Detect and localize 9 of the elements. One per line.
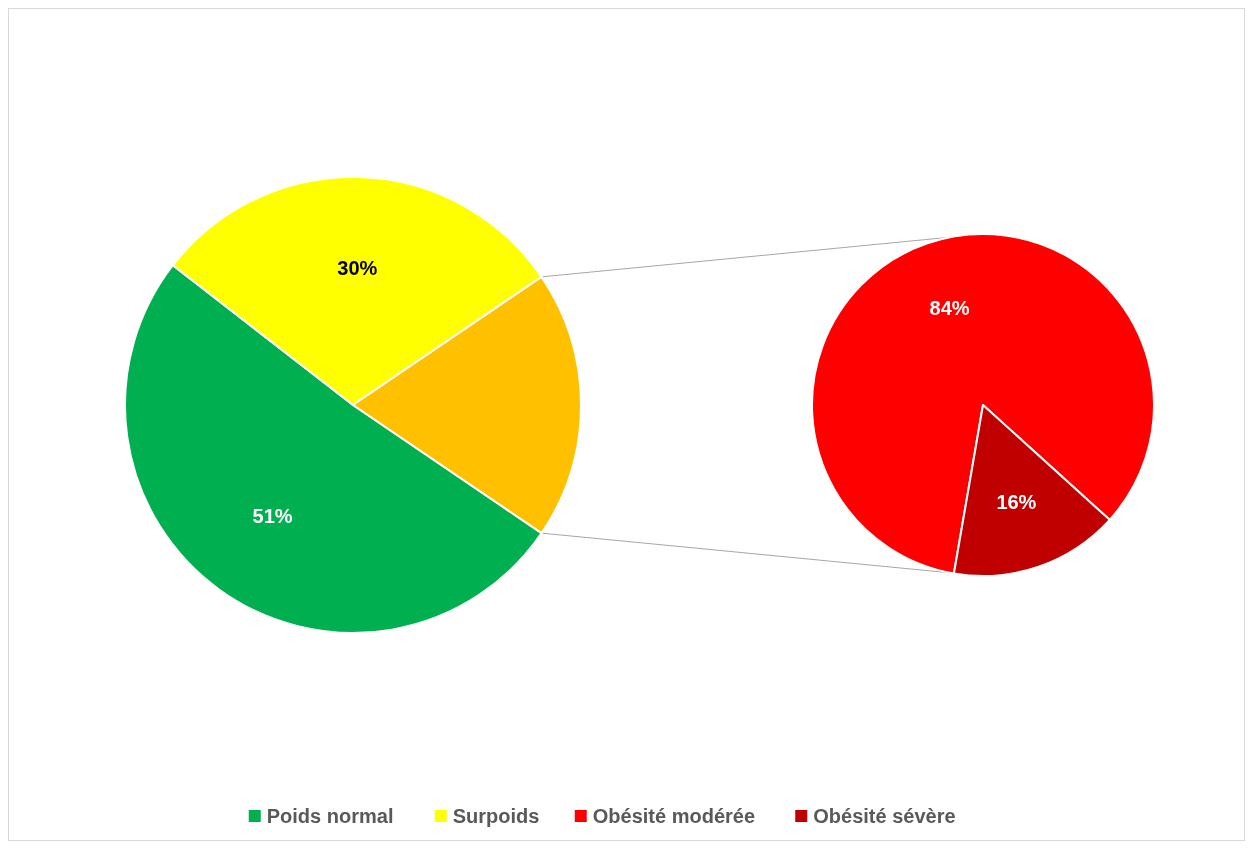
data-label: 30% xyxy=(337,257,378,280)
legend-label: Poids normal xyxy=(266,805,394,827)
data-label: 84% xyxy=(929,296,970,319)
legend-label: Surpoids xyxy=(452,805,540,827)
legend-label: Obésité sévère xyxy=(813,805,956,827)
data-label: 51% xyxy=(252,504,293,527)
data-label: 16% xyxy=(996,491,1037,514)
legend-label: Obésité modérée xyxy=(592,805,756,827)
pie-slice xyxy=(811,233,1155,575)
